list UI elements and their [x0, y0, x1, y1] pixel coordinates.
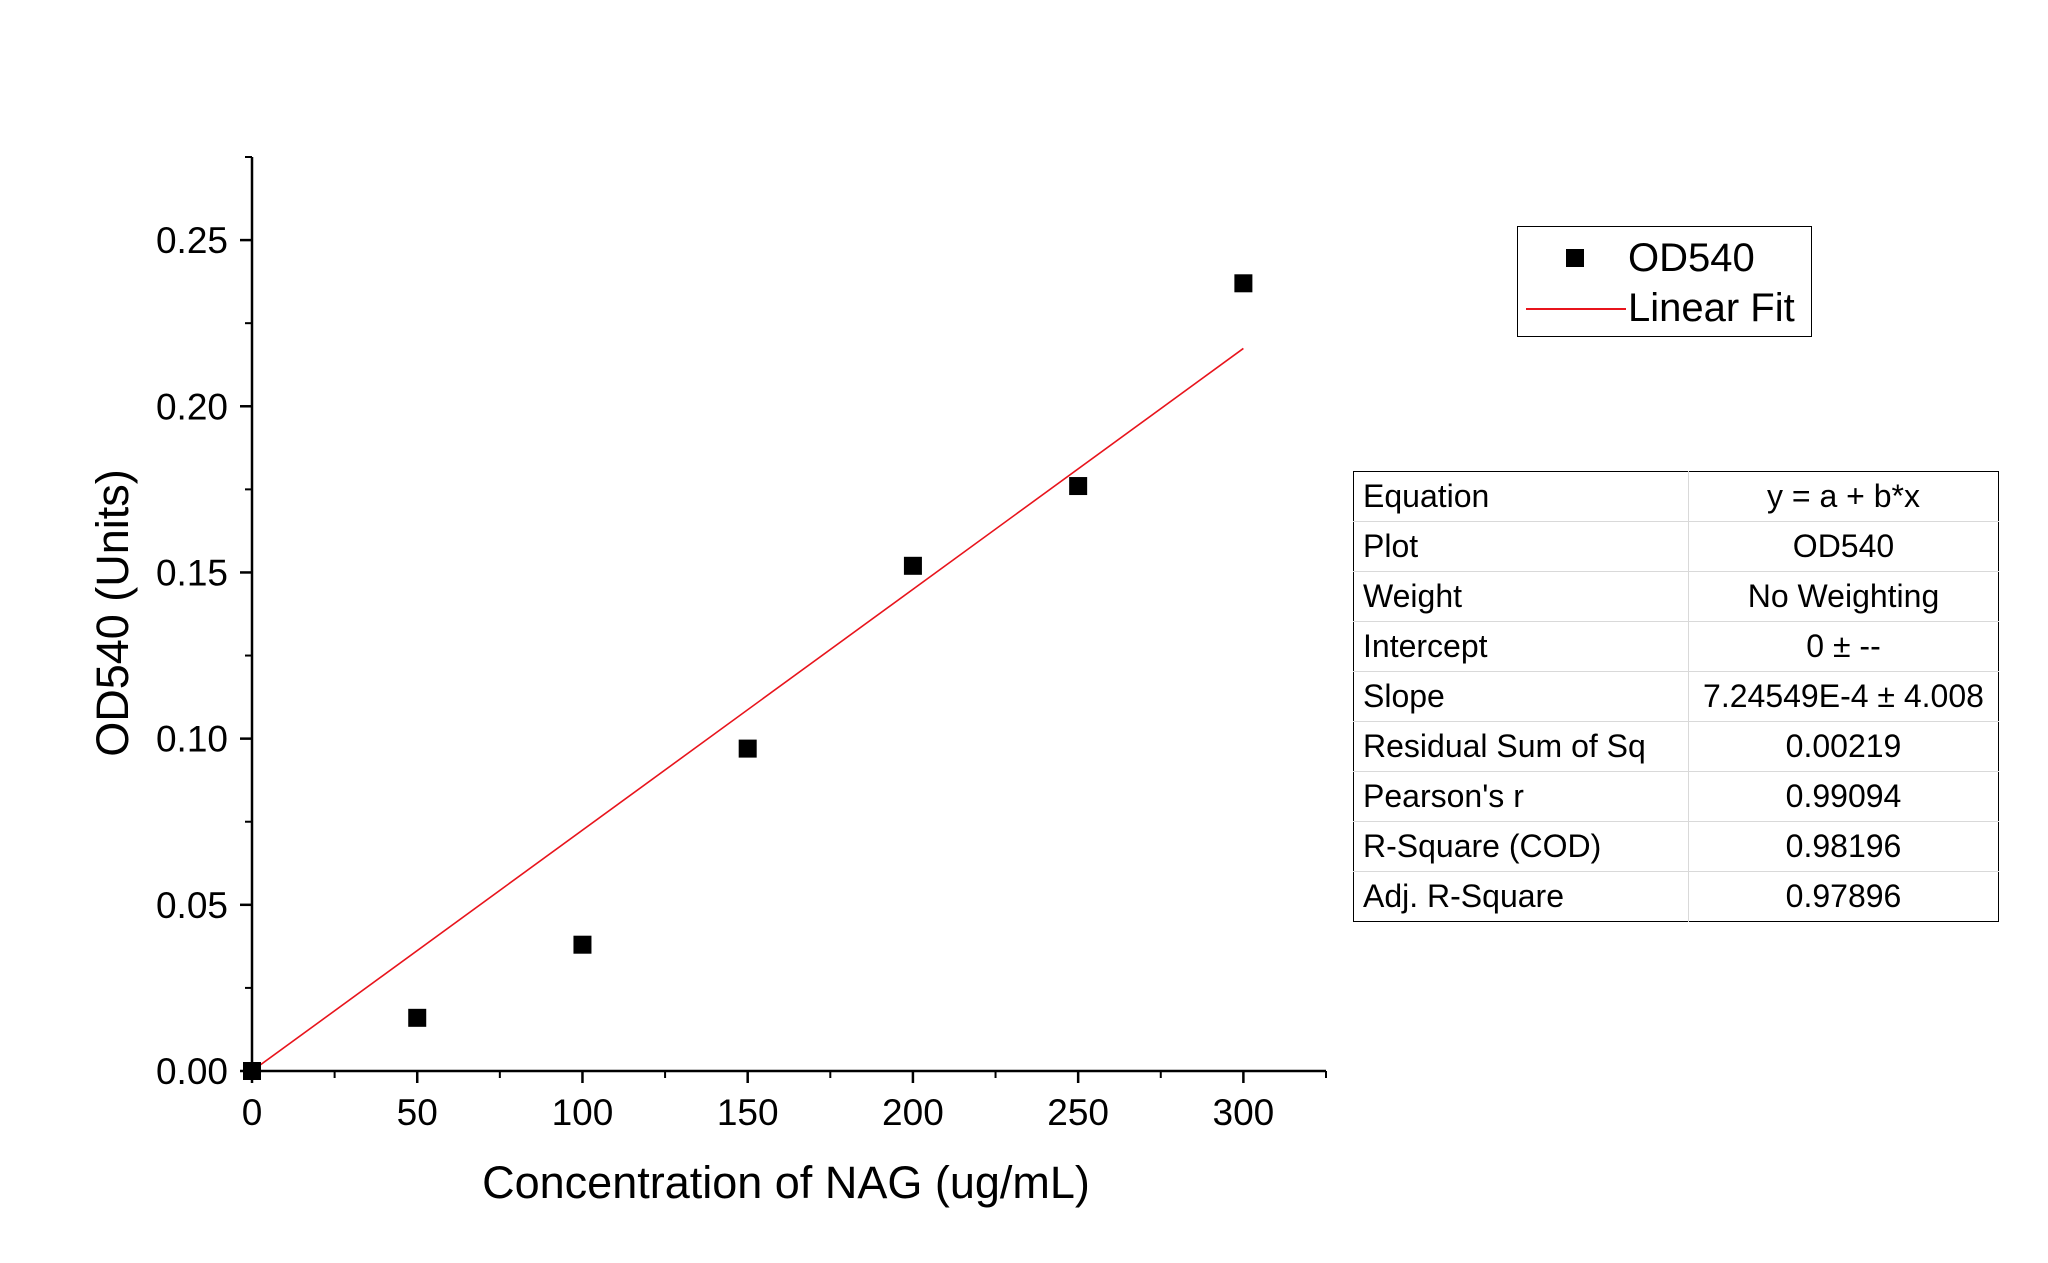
y-tick-label: 0.05	[156, 885, 228, 926]
y-axis-title: OD540 (Units)	[87, 469, 138, 757]
data-points	[243, 274, 1253, 1080]
x-tick-label: 250	[1047, 1092, 1109, 1133]
y-tick-label: 0.10	[156, 719, 228, 760]
fit-table-key: Equation	[1353, 471, 1689, 522]
x-tick-label: 0	[242, 1092, 263, 1133]
x-tick-label: 300	[1213, 1092, 1275, 1133]
data-point	[903, 556, 922, 575]
x-tick-label: 150	[717, 1092, 779, 1133]
y-tick-label: 0.15	[156, 552, 228, 593]
fit-table-row: Plot OD540	[1353, 521, 1999, 572]
legend-item-od540: OD540	[1518, 233, 1811, 283]
y-tick-label: 0.00	[156, 1051, 228, 1092]
data-point	[1234, 274, 1253, 293]
fit-table-key: R-Square (COD)	[1353, 821, 1689, 872]
fit-table-value: 0.98196	[1688, 821, 1999, 872]
fit-table-key: Adj. R-Square	[1353, 871, 1689, 922]
data-point	[738, 739, 757, 758]
fit-table-row: Equation y = a + b*x	[1353, 471, 1999, 522]
fit-table-value: OD540	[1688, 521, 1999, 572]
fit-table-row: Slope 7.24549E-4 ± 4.008	[1353, 671, 1999, 722]
fit-table-key: Pearson's r	[1353, 771, 1689, 822]
ticks: 0 50 100 150 200 250 300 0.00 0.05 0.10 0.15 0.20 0.…	[156, 156, 1327, 1133]
fit-results-table: Equation y = a + b*x Plot OD540 Weight No Wei…	[1353, 471, 1999, 922]
fit-table-key: Slope	[1353, 671, 1689, 722]
x-axis-title: Concentration of NAG (ug/mL)	[482, 1157, 1090, 1208]
data-point	[408, 1008, 427, 1027]
x-tick-label: 200	[882, 1092, 944, 1133]
fit-table-value: 7.24549E-4 ± 4.008	[1688, 671, 1999, 722]
fit-table-key: Weight	[1353, 571, 1689, 622]
fit-table-value: 0 ± --	[1688, 621, 1999, 672]
fit-table-key: Residual Sum of Sq	[1353, 721, 1689, 772]
legend-label: OD540	[1628, 236, 1755, 280]
square-marker-icon	[1566, 249, 1584, 267]
data-point	[1069, 477, 1088, 496]
y-tick-label: 0.20	[156, 386, 228, 427]
fit-table-value: 0.99094	[1688, 771, 1999, 822]
x-tick-label: 50	[397, 1092, 438, 1133]
fit-table-row: Residual Sum of Sq 0.00219	[1353, 721, 1999, 772]
fit-table-row: Adj. R-Square 0.97896	[1353, 871, 1999, 922]
fit-table-key: Intercept	[1353, 621, 1689, 672]
y-tick-label: 0.25	[156, 220, 228, 261]
fit-table-value: 0.00219	[1688, 721, 1999, 772]
fit-line-layer	[251, 347, 1244, 1072]
fit-table-key: Plot	[1353, 521, 1689, 572]
fit-table-row: Pearson's r 0.99094	[1353, 771, 1999, 822]
data-point	[573, 935, 592, 954]
linear-fit-line	[251, 347, 1244, 1072]
line-marker-icon	[1526, 308, 1626, 310]
data-point	[243, 1062, 261, 1080]
fit-table-value: 0.97896	[1688, 871, 1999, 922]
fit-table-row: Weight No Weighting	[1353, 571, 1999, 622]
fit-table-row: Intercept 0 ± --	[1353, 621, 1999, 672]
legend: OD540 Linear Fit	[1517, 226, 1812, 337]
fit-table-value: y = a + b*x	[1767, 478, 1920, 514]
legend-label: Linear Fit	[1628, 286, 1795, 330]
x-tick-label: 100	[552, 1092, 614, 1133]
axes	[250, 157, 1326, 1073]
fit-table-row: R-Square (COD) 0.98196	[1353, 821, 1999, 872]
legend-item-linear-fit: Linear Fit	[1518, 283, 1811, 333]
fit-table-value: No Weighting	[1688, 571, 1999, 622]
